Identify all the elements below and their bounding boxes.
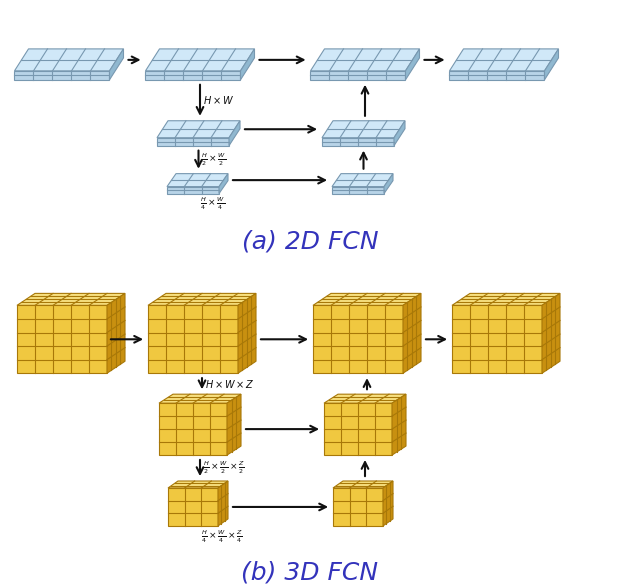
Polygon shape xyxy=(168,481,228,488)
Polygon shape xyxy=(14,71,110,80)
Polygon shape xyxy=(403,293,421,373)
Polygon shape xyxy=(313,293,421,305)
Polygon shape xyxy=(168,488,218,526)
Polygon shape xyxy=(148,293,256,305)
Polygon shape xyxy=(311,49,420,71)
Polygon shape xyxy=(241,49,254,80)
Polygon shape xyxy=(159,394,241,403)
Polygon shape xyxy=(14,49,124,71)
Polygon shape xyxy=(107,293,125,373)
Polygon shape xyxy=(145,49,254,71)
Polygon shape xyxy=(227,394,241,455)
Polygon shape xyxy=(159,403,227,455)
Polygon shape xyxy=(311,71,405,80)
Polygon shape xyxy=(145,71,241,80)
Polygon shape xyxy=(17,293,125,305)
Polygon shape xyxy=(452,293,560,305)
Polygon shape xyxy=(394,121,405,146)
Text: (a) 2D FCN: (a) 2D FCN xyxy=(241,229,378,253)
Polygon shape xyxy=(219,173,228,193)
Polygon shape xyxy=(392,394,406,455)
Text: $\frac{H}{2} \times \frac{W}{2}$: $\frac{H}{2} \times \frac{W}{2}$ xyxy=(202,151,227,168)
Polygon shape xyxy=(333,481,393,488)
Text: $\frac{H}{4} \times \frac{W}{4} \times \frac{Z}{4}$: $\frac{H}{4} \times \frac{W}{4} \times \… xyxy=(201,528,243,544)
Polygon shape xyxy=(332,173,393,186)
Polygon shape xyxy=(405,49,420,80)
Polygon shape xyxy=(449,71,545,80)
Polygon shape xyxy=(229,121,240,146)
Polygon shape xyxy=(148,305,238,373)
Text: (b) 3D FCN: (b) 3D FCN xyxy=(241,561,379,585)
Polygon shape xyxy=(238,293,256,373)
Polygon shape xyxy=(545,49,558,80)
Polygon shape xyxy=(322,121,405,138)
Polygon shape xyxy=(110,49,124,80)
Text: $H \times W$: $H \times W$ xyxy=(203,94,234,106)
Polygon shape xyxy=(449,49,558,71)
Polygon shape xyxy=(313,305,403,373)
Polygon shape xyxy=(383,481,393,526)
Polygon shape xyxy=(333,488,383,526)
Polygon shape xyxy=(17,305,107,373)
Polygon shape xyxy=(452,305,542,373)
Polygon shape xyxy=(167,186,219,193)
Polygon shape xyxy=(157,138,229,146)
Polygon shape xyxy=(542,293,560,373)
Polygon shape xyxy=(218,481,228,526)
Polygon shape xyxy=(324,403,392,455)
Text: $\frac{H}{4} \times \frac{W}{4}$: $\frac{H}{4} \times \frac{W}{4}$ xyxy=(201,196,226,212)
Text: $\frac{H}{2} \times \frac{W}{2} \times \frac{Z}{2}$: $\frac{H}{2} \times \frac{W}{2} \times \… xyxy=(203,460,245,476)
Polygon shape xyxy=(384,173,393,193)
Text: $H \times W \times Z$: $H \times W \times Z$ xyxy=(205,377,255,390)
Polygon shape xyxy=(157,121,240,138)
Polygon shape xyxy=(322,138,394,146)
Polygon shape xyxy=(324,394,406,403)
Polygon shape xyxy=(332,186,384,193)
Polygon shape xyxy=(167,173,228,186)
